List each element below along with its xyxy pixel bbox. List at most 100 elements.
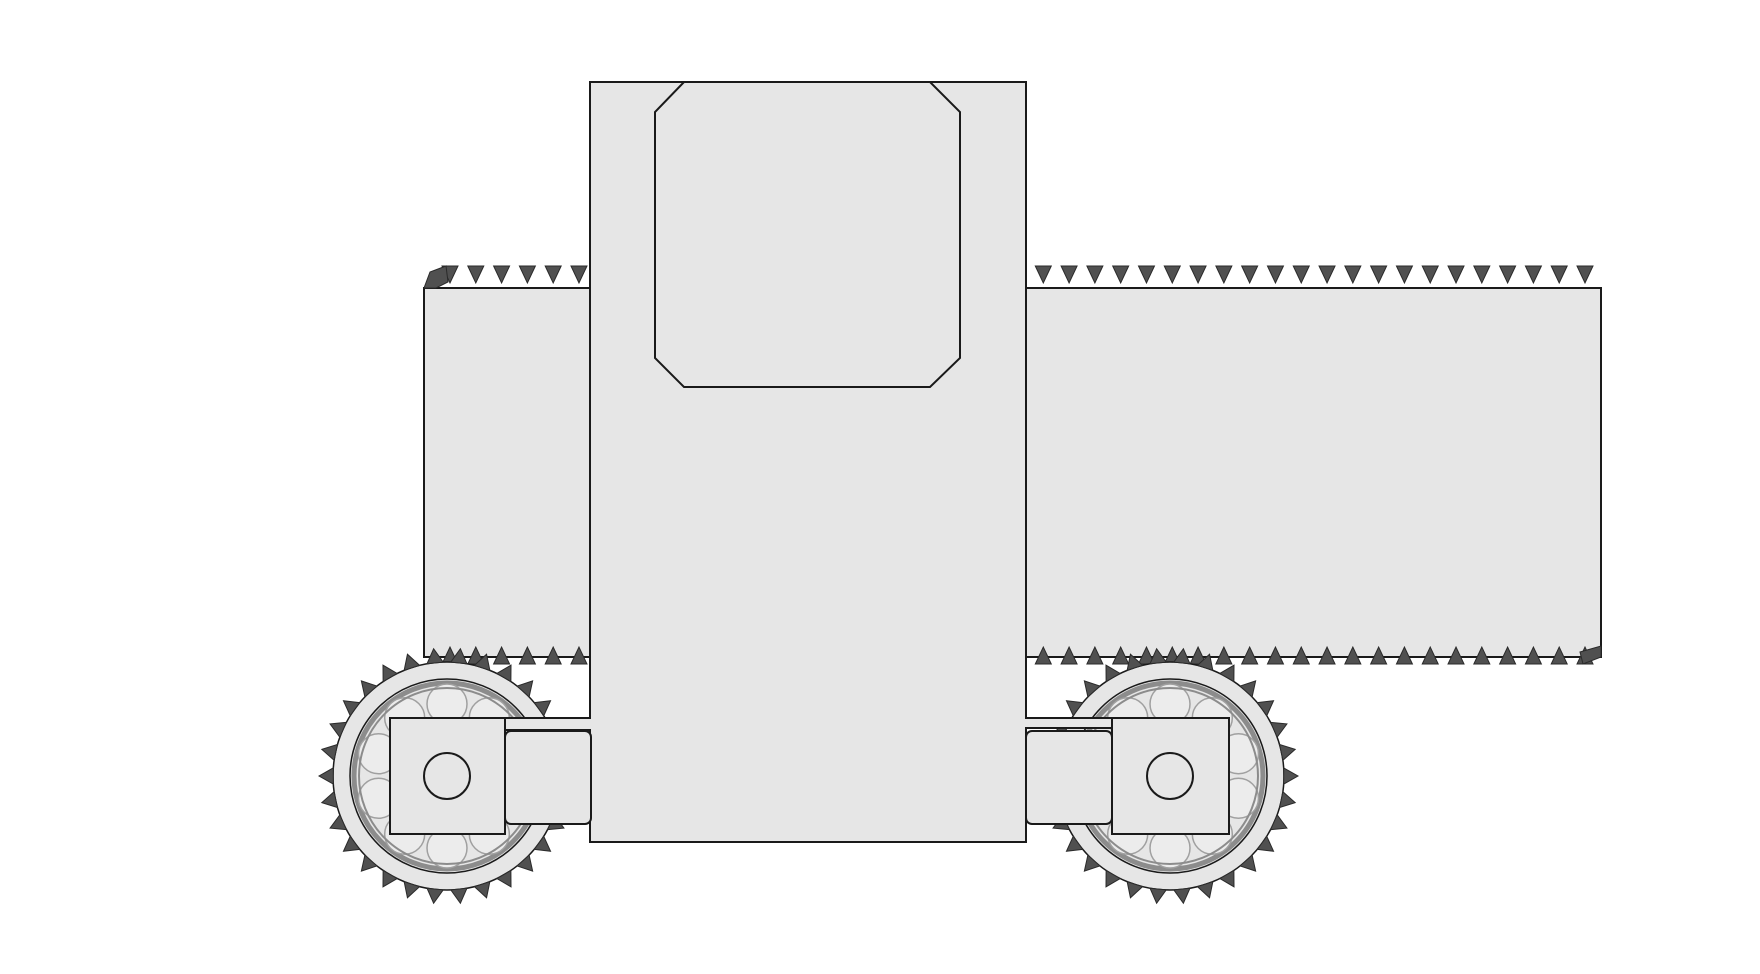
rack-tooth [1111, 265, 1130, 285]
gear-tooth [1149, 887, 1168, 905]
gear-tooth [1256, 700, 1275, 717]
right-axle-hole [1146, 752, 1194, 800]
gear-tooth [360, 680, 378, 698]
rack-endcap-top-left [423, 265, 449, 289]
gear-tooth [495, 869, 512, 888]
gear-tooth [473, 653, 491, 672]
gear-tooth [449, 887, 468, 905]
rack-tooth [1034, 645, 1053, 665]
rack-tooth [1292, 645, 1311, 665]
rack-tooth [1240, 645, 1259, 665]
gear-tooth [382, 869, 399, 888]
right-guide-bracket [1025, 730, 1113, 825]
gear-tooth [342, 700, 361, 717]
rack-tooth [1344, 645, 1362, 665]
rack-tooth [544, 645, 562, 665]
rack-tooth [1111, 645, 1130, 665]
gear-tooth [329, 721, 348, 739]
rack-tooth [1473, 265, 1491, 285]
gear-tooth [1218, 664, 1235, 683]
gear-tooth [403, 880, 421, 899]
rack-tooth [1395, 645, 1414, 665]
rack-tooth [1369, 265, 1388, 285]
gear-tooth [320, 743, 339, 762]
gear-tooth [473, 880, 491, 899]
gear-tooth [1278, 790, 1297, 809]
rack-tooth [1086, 645, 1104, 665]
gear-tooth [1239, 854, 1257, 872]
gear-tooth [1172, 887, 1191, 905]
rack-tooth [1498, 265, 1517, 285]
gear-tooth [1172, 647, 1191, 665]
rack-tooth [1292, 265, 1311, 285]
rack-tooth [1318, 645, 1336, 665]
gear-tooth [1149, 647, 1168, 665]
gear-tooth [317, 767, 334, 785]
gear-tooth [342, 835, 361, 852]
rack-tooth [1266, 265, 1285, 285]
gear-tooth [1196, 653, 1214, 672]
gear-tooth [329, 813, 348, 831]
gear-tooth [382, 664, 399, 683]
rack-tooth [1189, 265, 1207, 285]
rack-tooth [492, 645, 511, 665]
gear-tooth [360, 854, 378, 872]
rack-tooth [1473, 645, 1491, 665]
rack-tooth [1395, 265, 1414, 285]
gear-tooth [495, 664, 512, 683]
rack-tooth [1421, 265, 1440, 285]
gear-tooth [1196, 880, 1214, 899]
rack-tooth [518, 265, 537, 285]
gear-tooth [1269, 813, 1288, 831]
gear-tooth [516, 680, 534, 698]
gear-tooth [426, 887, 445, 905]
rack-tooth [1550, 265, 1568, 285]
rack-tooth [1034, 265, 1053, 285]
gear-tooth [1126, 653, 1144, 672]
gear-tooth [1283, 767, 1300, 785]
rack-tooth [1215, 265, 1233, 285]
gear-tooth [1105, 664, 1122, 683]
gear-tooth [1218, 869, 1235, 888]
rack-tooth [1447, 645, 1465, 665]
rack-tooth [1266, 645, 1285, 665]
gear-tooth [426, 647, 445, 665]
rack-tooth [1189, 645, 1207, 665]
gear-tooth [1239, 680, 1257, 698]
carriage-body [497, 81, 1121, 843]
gear-tooth [320, 790, 339, 809]
rack-tooth [544, 265, 562, 285]
rack-tooth [570, 645, 588, 665]
rack-tooth [467, 265, 485, 285]
gear-tooth [1083, 854, 1101, 872]
rack-tooth [1060, 265, 1078, 285]
rack-tooth [1447, 265, 1465, 285]
gear-tooth [1269, 721, 1288, 739]
brackets [389, 717, 1230, 835]
rack-tooth [1576, 265, 1594, 285]
rack-tooth [1369, 645, 1388, 665]
rack-tooth [1318, 265, 1336, 285]
rack-tooth [1240, 265, 1259, 285]
gear-tooth [1278, 743, 1297, 762]
gear-tooth [516, 854, 534, 872]
gear-tooth [449, 647, 468, 665]
left-axle-hole [423, 752, 471, 800]
gear-tooth [1256, 835, 1275, 852]
rack-tooth [1550, 645, 1568, 665]
gear-tooth [1065, 835, 1084, 852]
gear-tooth [1065, 700, 1084, 717]
gear-tooth [1126, 880, 1144, 899]
rack-tooth [1137, 265, 1156, 285]
window-plate [654, 81, 961, 388]
left-guide-bracket [504, 730, 592, 825]
rack-tooth [518, 645, 537, 665]
gear-tooth [533, 700, 552, 717]
rack-tooth [1344, 265, 1362, 285]
rack-tooth [570, 265, 588, 285]
rack-tooth [1498, 645, 1517, 665]
rack-tooth [1163, 265, 1182, 285]
rack-tooth [1421, 645, 1440, 665]
gear-tooth [533, 835, 552, 852]
rack-tooth [1524, 645, 1543, 665]
